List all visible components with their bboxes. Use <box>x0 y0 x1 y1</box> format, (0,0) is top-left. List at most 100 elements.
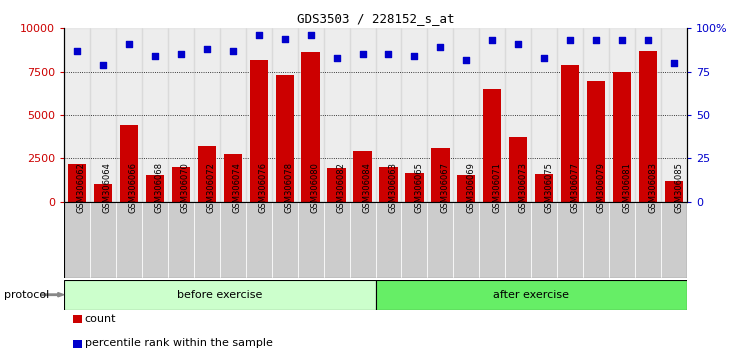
Bar <box>454 28 479 202</box>
Text: GSM306073: GSM306073 <box>518 162 527 213</box>
Bar <box>224 154 242 202</box>
Point <box>71 48 83 54</box>
Bar <box>505 202 532 278</box>
Bar <box>167 202 194 278</box>
Bar <box>297 202 324 278</box>
Text: protocol: protocol <box>4 290 49 300</box>
Point <box>227 48 239 54</box>
Bar <box>272 202 297 278</box>
Point <box>512 41 524 47</box>
Point <box>668 60 680 66</box>
Bar <box>301 52 320 202</box>
Bar <box>119 125 138 202</box>
Point <box>149 53 161 59</box>
Text: GSM306081: GSM306081 <box>623 162 632 213</box>
Point <box>357 52 369 57</box>
Point <box>409 53 421 59</box>
Bar <box>609 28 635 202</box>
Bar <box>505 28 532 202</box>
Bar <box>142 202 167 278</box>
Bar <box>457 175 475 202</box>
Bar <box>90 202 116 278</box>
Bar <box>64 280 376 310</box>
Text: GSM306082: GSM306082 <box>336 162 345 213</box>
Point <box>201 46 213 52</box>
Bar <box>427 202 454 278</box>
Text: GSM306074: GSM306074 <box>233 162 242 213</box>
Bar <box>349 28 376 202</box>
Bar <box>94 184 112 202</box>
Point <box>382 52 394 57</box>
Bar <box>68 164 86 202</box>
Point <box>305 33 317 38</box>
Point <box>642 38 654 43</box>
Bar <box>198 146 216 202</box>
Point <box>590 38 602 43</box>
Point <box>460 57 472 62</box>
Bar <box>246 202 272 278</box>
Text: GSM306085: GSM306085 <box>674 162 683 213</box>
Bar <box>349 202 376 278</box>
Bar <box>454 202 479 278</box>
Bar <box>587 81 605 202</box>
Bar <box>609 202 635 278</box>
Bar <box>379 167 397 202</box>
Bar <box>639 51 657 202</box>
Text: GSM306083: GSM306083 <box>648 162 657 213</box>
Text: GSM306067: GSM306067 <box>440 162 449 213</box>
Bar <box>427 28 454 202</box>
Text: GSM306066: GSM306066 <box>128 162 137 213</box>
Bar <box>116 202 142 278</box>
Bar <box>167 28 194 202</box>
Bar <box>376 280 687 310</box>
Point <box>538 55 550 61</box>
Bar <box>635 202 661 278</box>
Bar <box>635 28 661 202</box>
Bar <box>557 28 584 202</box>
Bar <box>532 202 557 278</box>
Bar <box>402 28 427 202</box>
Bar <box>272 28 297 202</box>
Bar <box>64 28 90 202</box>
Bar <box>584 202 609 278</box>
Text: GSM306065: GSM306065 <box>415 162 424 213</box>
Bar <box>613 72 632 202</box>
Text: GSM306068: GSM306068 <box>155 162 164 213</box>
Point <box>434 45 446 50</box>
Bar <box>561 65 579 202</box>
Point <box>252 33 264 38</box>
Point <box>564 38 576 43</box>
Bar <box>194 28 220 202</box>
Bar <box>376 202 402 278</box>
Bar <box>142 28 167 202</box>
Bar <box>484 89 502 202</box>
Bar <box>146 175 164 202</box>
Bar <box>532 28 557 202</box>
Text: GSM306080: GSM306080 <box>311 162 320 213</box>
Bar <box>90 28 116 202</box>
Bar <box>276 75 294 202</box>
Point <box>330 55 342 61</box>
Text: GSM306072: GSM306072 <box>207 162 216 213</box>
Text: GSM306079: GSM306079 <box>596 162 605 213</box>
Bar <box>220 28 246 202</box>
Text: percentile rank within the sample: percentile rank within the sample <box>85 338 273 348</box>
Text: GSM306062: GSM306062 <box>77 162 86 213</box>
Text: GSM306069: GSM306069 <box>466 162 475 213</box>
Bar <box>324 202 349 278</box>
Text: count: count <box>85 314 116 324</box>
Text: GSM306078: GSM306078 <box>285 162 294 213</box>
Point <box>175 52 187 57</box>
Text: GDS3503 / 228152_s_at: GDS3503 / 228152_s_at <box>297 12 454 25</box>
Text: GSM306076: GSM306076 <box>258 162 267 213</box>
Bar <box>376 28 402 202</box>
Bar <box>535 174 553 202</box>
Text: before exercise: before exercise <box>177 290 262 300</box>
Bar <box>661 28 687 202</box>
Text: GSM306064: GSM306064 <box>103 162 112 213</box>
Bar <box>479 202 505 278</box>
Point <box>122 41 134 47</box>
Text: GSM306063: GSM306063 <box>388 162 397 213</box>
Bar <box>220 202 246 278</box>
Text: GSM306075: GSM306075 <box>544 162 553 213</box>
